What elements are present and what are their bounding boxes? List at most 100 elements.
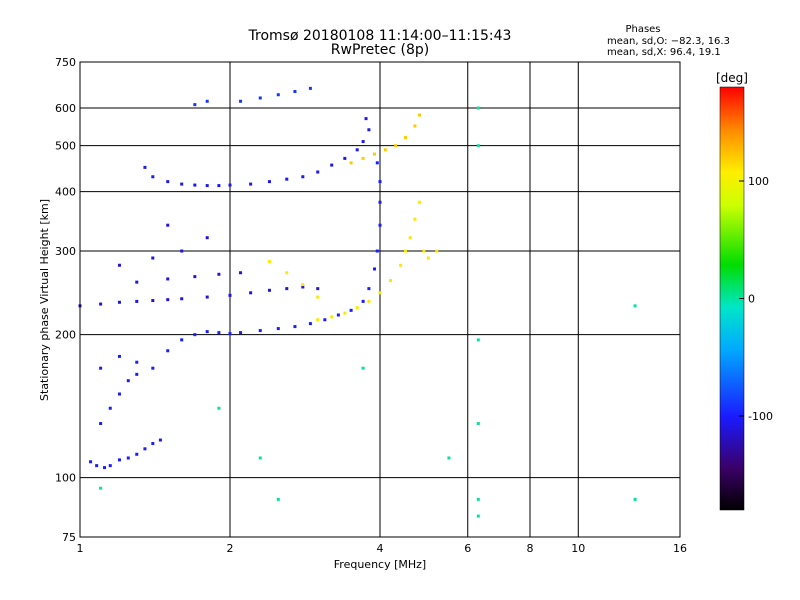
data-point	[476, 144, 480, 148]
data-point	[217, 184, 221, 188]
data-point	[151, 256, 155, 260]
data-point	[378, 223, 382, 227]
data-point	[205, 295, 209, 299]
data-point	[249, 291, 253, 295]
data-point	[413, 124, 417, 128]
data-point	[330, 315, 334, 319]
data-point	[166, 223, 170, 227]
data-point	[180, 249, 184, 253]
x-axis-label: Frequency [MHz]	[334, 558, 426, 571]
grid-lines	[80, 62, 680, 537]
phase-stat-o: mean, sd,O: −82.3, 16.3	[607, 36, 730, 47]
data-point	[151, 175, 155, 179]
y-tick-label: 400	[55, 186, 76, 199]
y-tick-label: 500	[55, 140, 76, 153]
data-point	[95, 464, 99, 468]
data-point	[239, 331, 243, 335]
data-point	[316, 287, 320, 291]
data-point	[378, 180, 382, 184]
data-point	[135, 360, 139, 364]
colorbar-label: [deg]	[716, 71, 748, 85]
data-point	[349, 161, 353, 165]
data-point	[330, 163, 334, 167]
data-point	[205, 184, 209, 188]
x-tick-label: 16	[673, 542, 687, 555]
data-point	[633, 304, 637, 308]
phases-header: Phases	[625, 24, 660, 35]
data-point	[117, 458, 121, 462]
data-point	[99, 302, 103, 306]
data-point	[217, 331, 221, 335]
data-point	[151, 299, 155, 303]
data-point	[378, 200, 382, 204]
data-point	[323, 318, 327, 322]
data-point	[355, 306, 359, 310]
y-tick-label: 300	[55, 245, 76, 258]
data-point	[343, 156, 347, 160]
data-point	[361, 299, 365, 303]
data-point	[126, 456, 130, 460]
data-point	[239, 99, 243, 103]
data-point	[217, 406, 221, 410]
data-point	[361, 156, 365, 160]
data-point	[399, 263, 403, 267]
data-point	[476, 422, 480, 426]
data-point	[476, 514, 480, 518]
data-point	[267, 180, 271, 184]
phase-stat-x: mean, sd,X: 96.4, 19.1	[607, 47, 721, 58]
data-point	[205, 236, 209, 240]
data-point	[117, 263, 121, 267]
data-point	[228, 183, 232, 187]
data-point	[217, 272, 221, 276]
colorbar-ticks: 100 0 -100	[739, 175, 773, 423]
data-point	[383, 148, 387, 152]
data-point	[285, 177, 289, 181]
data-point	[166, 180, 170, 184]
colorbar-tick-label: -100	[748, 410, 773, 423]
x-tick-label: 10	[571, 542, 585, 555]
data-point	[239, 271, 243, 275]
data-point	[308, 86, 312, 90]
data-point	[249, 182, 253, 186]
data-point	[633, 497, 637, 501]
data-point	[151, 442, 155, 446]
data-point	[258, 329, 262, 333]
data-point	[476, 497, 480, 501]
data-points	[78, 86, 637, 518]
data-point	[413, 217, 417, 221]
data-point	[367, 299, 371, 303]
data-point	[476, 338, 480, 342]
data-point	[258, 456, 262, 460]
data-point	[117, 392, 121, 396]
data-point	[267, 288, 271, 292]
y-tick-label: 600	[55, 102, 76, 115]
x-tick-label: 2	[227, 542, 234, 555]
data-point	[135, 280, 139, 284]
data-point	[403, 136, 407, 140]
data-point	[373, 152, 377, 156]
data-point	[375, 249, 379, 253]
data-point	[276, 327, 280, 331]
data-point	[166, 298, 170, 302]
y-tick-labels: 75 100 200 300 400 500 600 750	[55, 56, 76, 544]
data-point	[316, 170, 320, 174]
data-point	[180, 182, 184, 186]
data-point	[99, 486, 103, 490]
data-point	[361, 366, 365, 370]
data-point	[447, 456, 451, 460]
data-point	[355, 148, 359, 152]
data-point	[285, 287, 289, 291]
y-tick-label: 100	[55, 472, 76, 485]
data-point	[364, 117, 368, 121]
data-point	[158, 438, 162, 442]
data-point	[108, 464, 112, 468]
data-point	[417, 200, 421, 204]
data-point	[193, 183, 197, 187]
x-tick-label: 4	[377, 542, 384, 555]
data-point	[228, 332, 232, 336]
data-point	[276, 93, 280, 97]
data-point	[367, 128, 371, 132]
data-point	[193, 275, 197, 279]
colorbar-tick-label: 0	[748, 293, 755, 306]
